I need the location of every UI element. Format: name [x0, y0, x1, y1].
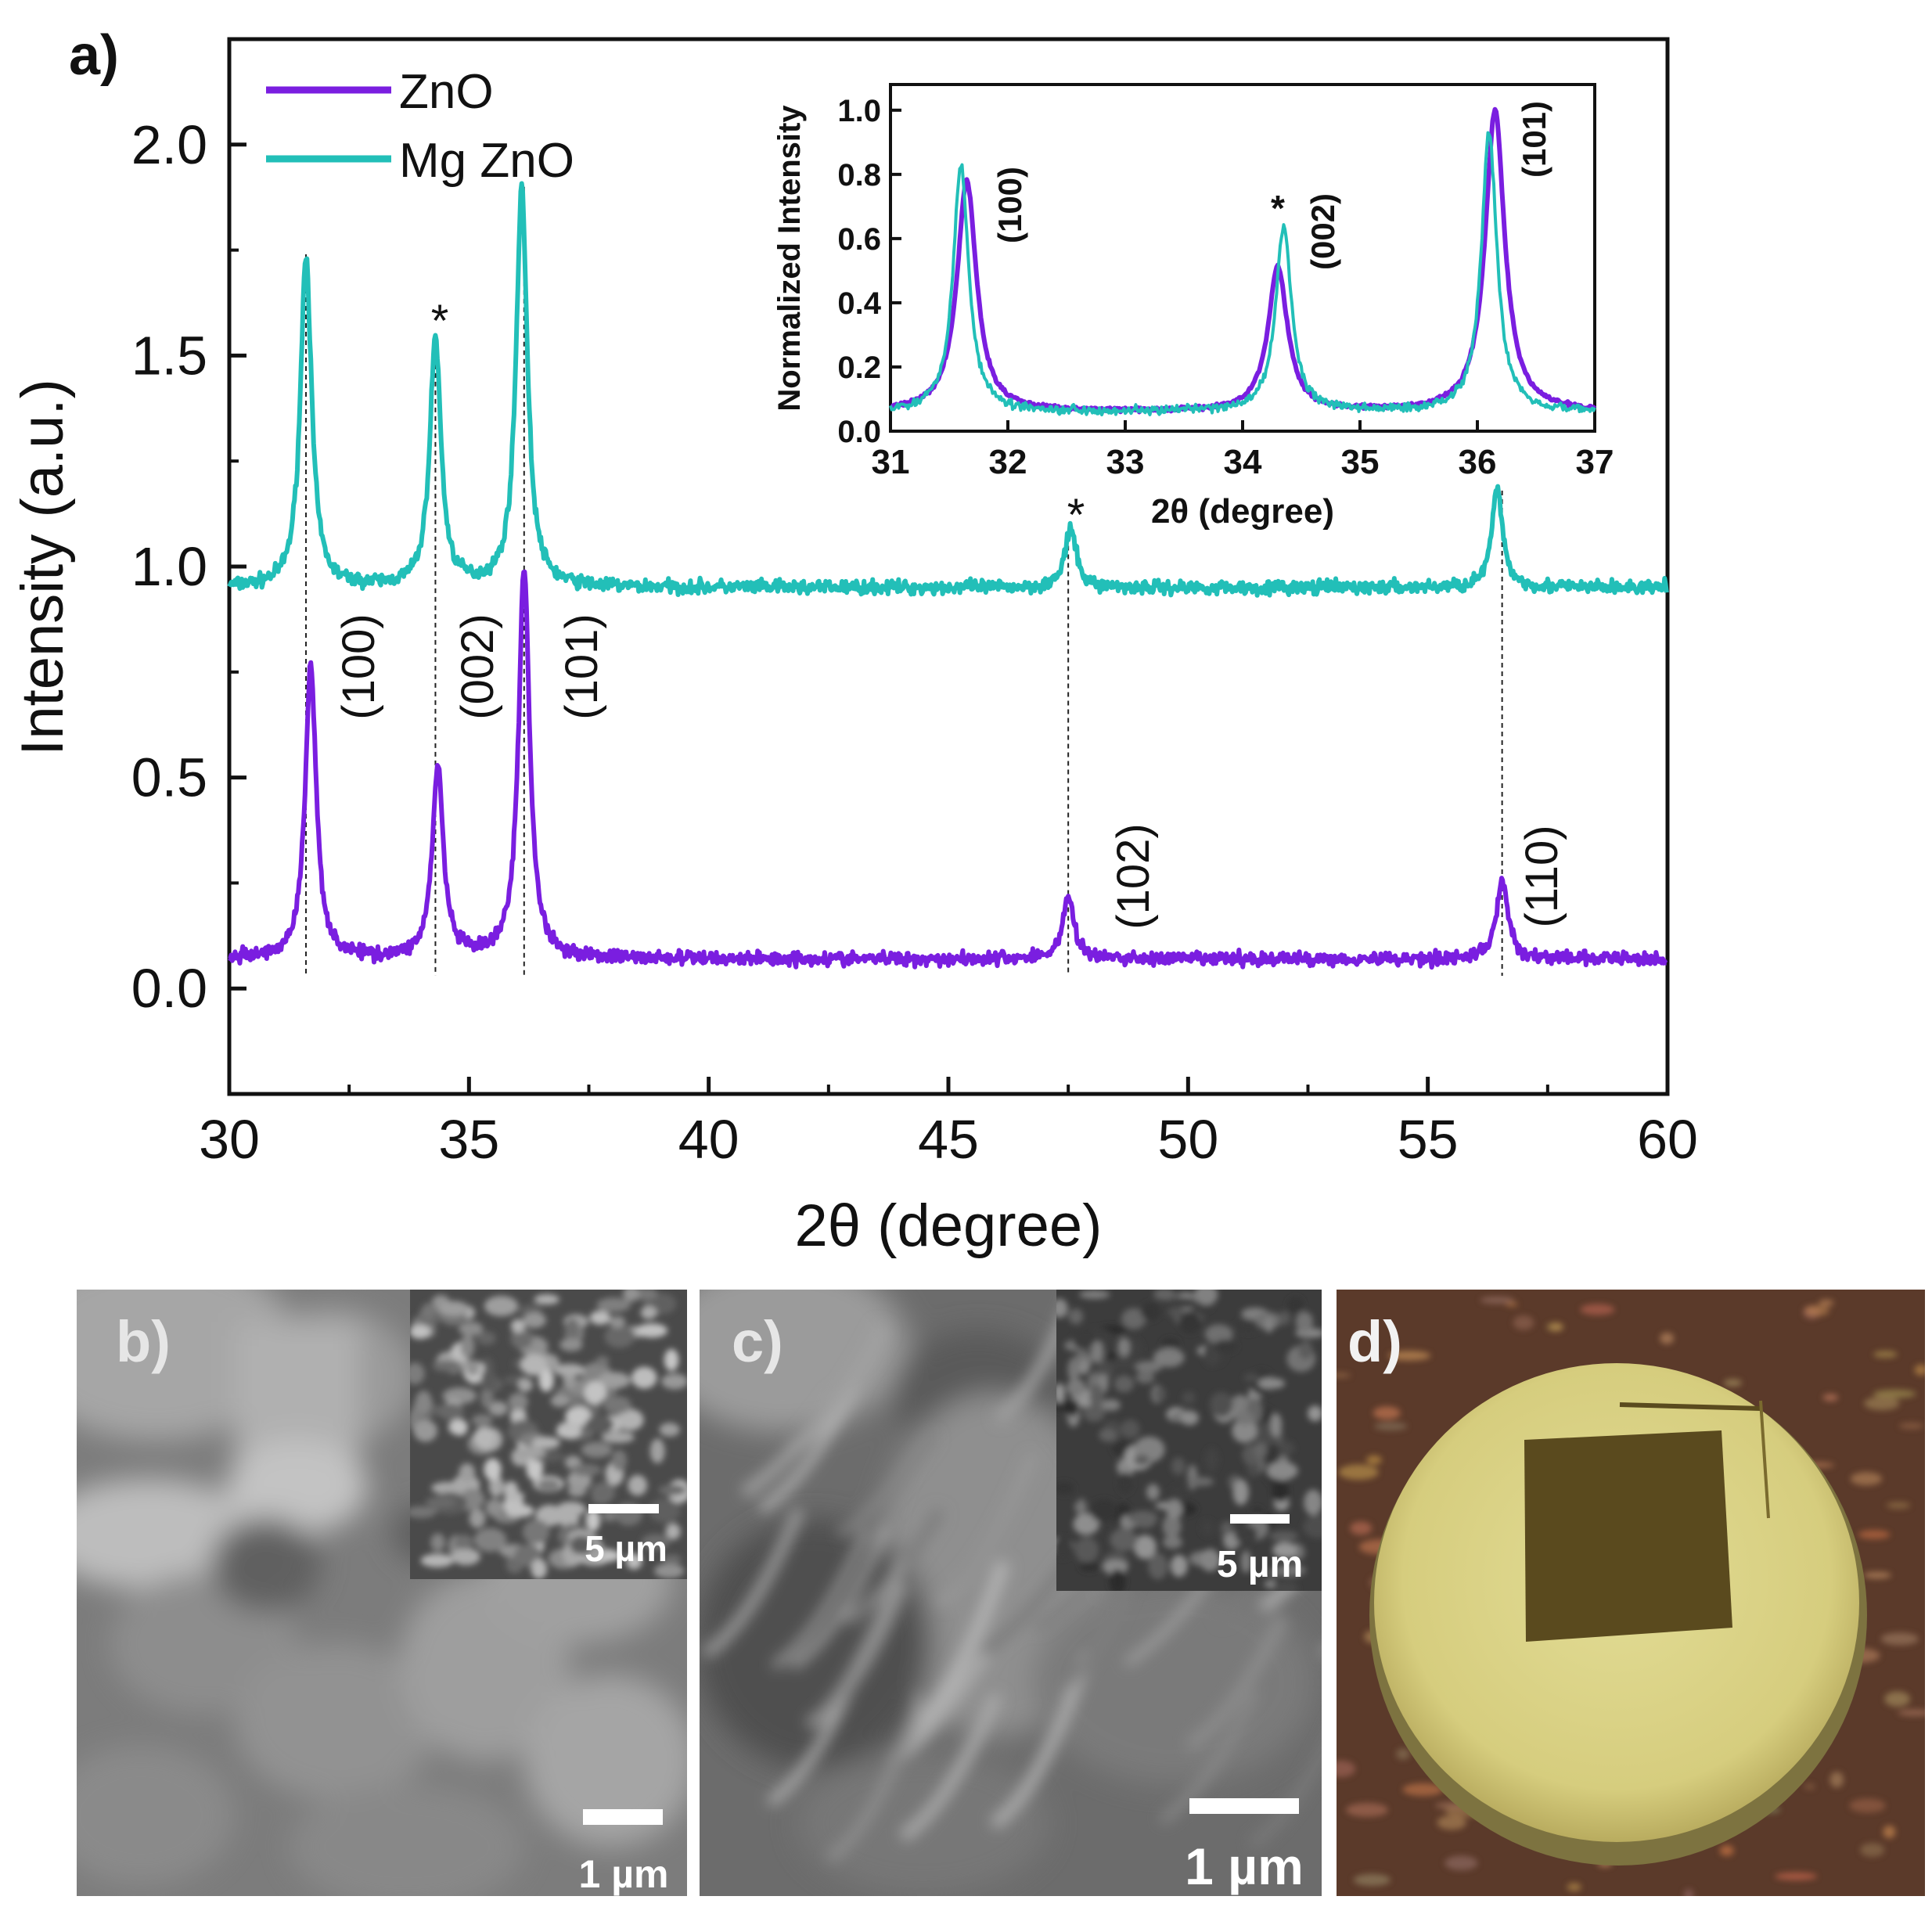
inset-series-group [889, 106, 1597, 417]
panel-c-label: c) [732, 1309, 783, 1374]
inset-x-tick-label: 33 [1106, 443, 1145, 481]
main-y-tick-label: 0.0 [131, 958, 207, 1019]
main-x-tick-label: 50 [1157, 1109, 1218, 1170]
inset-x-tick-label: 35 [1341, 443, 1380, 481]
peak-label-100: (100) [333, 613, 384, 719]
inset-y-tick-label: 0.6 [837, 222, 881, 257]
inset-x-tick-label: 37 [1576, 443, 1614, 481]
peak-label-002: (002) [452, 613, 503, 719]
panel-b-scale-label: 1 µm [579, 1852, 669, 1896]
inset-x-axis-label: 2θ (degree) [1151, 492, 1334, 531]
peak-label-110: (110) [1516, 825, 1567, 927]
panel-d-photo: d) [1337, 1290, 1925, 1896]
main-y-tick-label: 0.5 [131, 747, 207, 808]
legend-label-mgzno: Mg ZnO [399, 134, 574, 188]
main-x-tick-label: 55 [1398, 1109, 1459, 1170]
main-legend: ZnO Mg ZnO [266, 65, 574, 188]
panel-d-label: d) [1347, 1309, 1402, 1374]
panel-b-inset-scale-label: 5 µm [585, 1528, 667, 1569]
main-y-tick-label: 2.0 [131, 114, 207, 175]
inset-y-tick-label: 0.0 [837, 415, 881, 449]
panel-b-inset-scale-bar [588, 1504, 659, 1513]
main-x-axis-label: 2θ (degree) [795, 1193, 1103, 1259]
main-axes: 30 35 40 45 50 55 60 0.0 0.5 1.0 1.5 2.0 [131, 38, 1698, 1170]
main-y-axis-label: Intensity (a.u.) [9, 379, 76, 756]
inset-y-tick-label: 0.2 [837, 351, 881, 385]
inset-chart: 31 32 33 34 35 36 37 0.0 0.2 0.4 0.6 0.8 1.0 2θ (deg… [772, 83, 1614, 531]
panel-b-scale-bar [583, 1809, 663, 1825]
inset-peak-label-002: (002) [1304, 193, 1341, 270]
panel-c-inset-scale-bar [1230, 1514, 1290, 1524]
inset-x-tick-label: 36 [1459, 443, 1497, 481]
inset-series-line-mg-zno [889, 131, 1596, 417]
inset-axes: 31 32 33 34 35 36 37 0.0 0.2 0.4 0.6 0.8 1.0 [837, 94, 1614, 481]
inset-peak-label-100: (100) [991, 167, 1028, 243]
inset-y-tick-label: 1.0 [837, 94, 881, 128]
inset-plot-frame [889, 83, 1596, 433]
inset-x-tick-label: 34 [1224, 443, 1262, 481]
inset-x-tick-label: 32 [989, 443, 1027, 481]
panel-c-inset-image [1056, 1290, 1322, 1591]
panel-c-scale-label: 1 µm [1185, 1837, 1304, 1895]
main-series-group [227, 181, 1669, 970]
panel-c-scale-bar [1189, 1798, 1299, 1814]
main-x-tick-label: 45 [918, 1109, 979, 1170]
inset-peak-label-101: (101) [1516, 101, 1552, 178]
main-y-tick-label: 1.0 [131, 536, 207, 597]
main-series-line-zno [228, 569, 1668, 970]
main-y-tick-label: 1.5 [131, 325, 207, 386]
panel-b-inset-image [410, 1290, 687, 1579]
panel-c-sem-image: c) 5 µm 1 µm [700, 1290, 1322, 1896]
main-x-tick-label: 35 [438, 1109, 499, 1170]
panel-b-label: b) [116, 1309, 171, 1374]
inset-star-mark: * [1271, 188, 1285, 228]
inset-y-tick-label: 0.8 [837, 158, 881, 192]
legend-label-zno: ZnO [399, 65, 494, 119]
inset-y-tick-label: 0.4 [837, 286, 881, 321]
electrode-square [1524, 1430, 1732, 1642]
star-mark-102: * [1067, 490, 1085, 541]
panel-b-sem-image: b) 5 µm 1 µm [77, 1290, 687, 1896]
main-x-tick-label: 30 [199, 1109, 260, 1170]
peak-label-101: (101) [556, 613, 607, 719]
star-mark-002: * [431, 296, 449, 347]
main-x-tick-label: 60 [1637, 1109, 1698, 1170]
inset-x-tick-label: 31 [872, 443, 910, 481]
panel-a: a) 30 35 40 45 50 55 60 0.0 0.5 1.0 1.5 2.0 2θ (deg… [9, 24, 1698, 1259]
inset-y-axis-label: Normalized Intensity [772, 105, 807, 412]
panel-c-inset-scale-label: 5 µm [1217, 1544, 1303, 1585]
main-x-tick-label: 40 [678, 1109, 739, 1170]
main-series-line-mg-zno [227, 181, 1669, 598]
panel-a-label: a) [69, 24, 119, 87]
peak-label-102: (102) [1108, 823, 1159, 929]
